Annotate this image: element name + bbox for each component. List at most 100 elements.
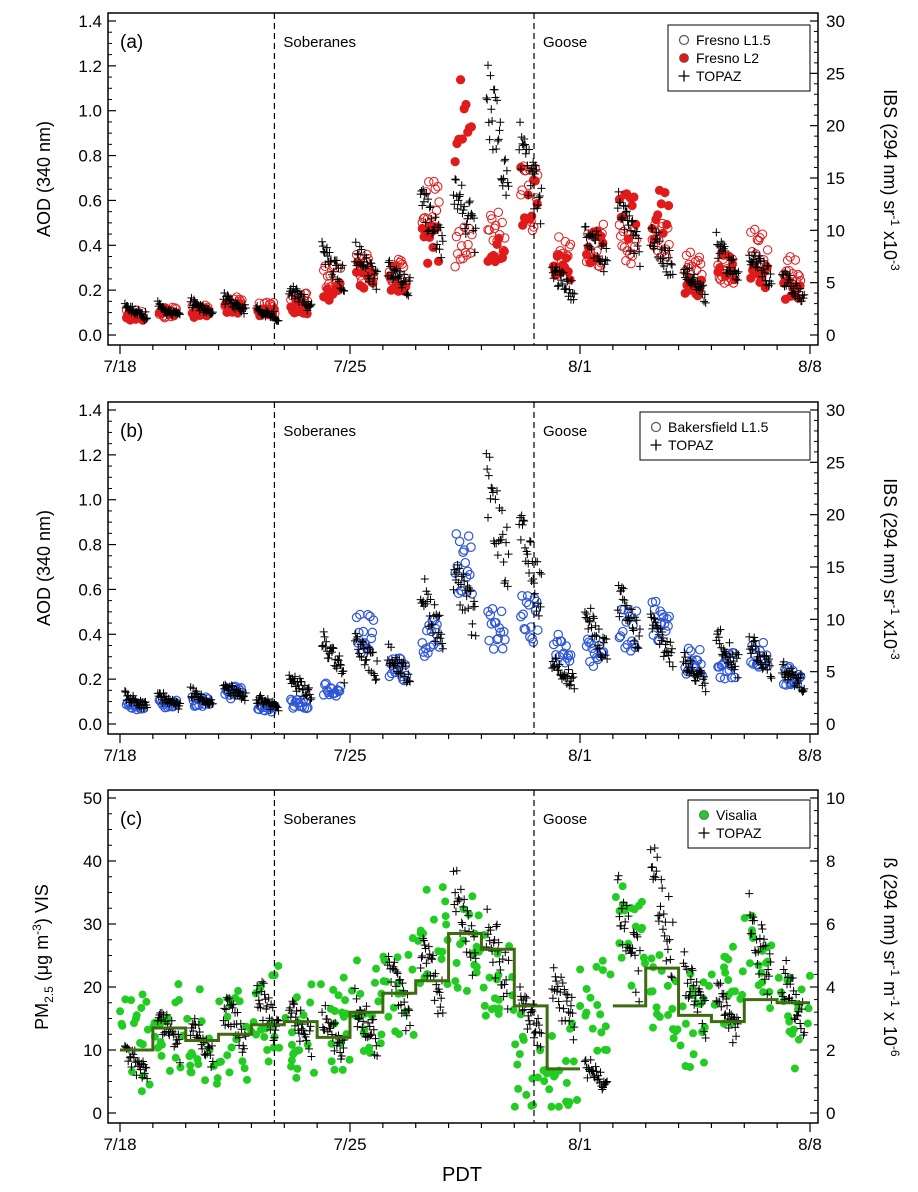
topaz-point bbox=[436, 223, 445, 232]
topaz-point bbox=[323, 1015, 331, 1024]
topaz-point bbox=[451, 175, 460, 184]
topaz-point bbox=[329, 644, 338, 653]
topaz-point bbox=[304, 683, 313, 692]
topaz-point bbox=[307, 1052, 316, 1061]
y2-tick-label: 8 bbox=[826, 852, 835, 871]
topaz-point bbox=[602, 1078, 611, 1087]
topaz-point bbox=[750, 636, 759, 645]
topaz-point bbox=[228, 1003, 237, 1012]
visalia-point bbox=[137, 1003, 146, 1012]
topaz-point bbox=[286, 1003, 295, 1012]
topaz-point bbox=[493, 136, 502, 145]
visalia-point bbox=[303, 1040, 312, 1049]
topaz-point bbox=[488, 484, 497, 493]
visalia-point bbox=[215, 997, 224, 1006]
topaz-point bbox=[580, 608, 589, 617]
topaz-point bbox=[470, 214, 479, 223]
topaz-point bbox=[658, 884, 667, 893]
bakersfield-point bbox=[522, 591, 533, 601]
topaz-point bbox=[760, 975, 769, 984]
topaz-point bbox=[271, 1026, 280, 1035]
fresno-l15-point bbox=[434, 197, 444, 207]
topaz-point bbox=[796, 284, 805, 293]
topaz-point bbox=[451, 888, 460, 897]
topaz-point bbox=[628, 216, 637, 225]
topaz-point bbox=[614, 581, 623, 590]
topaz-point bbox=[666, 638, 675, 647]
topaz-point bbox=[701, 298, 710, 307]
bakersfield-point bbox=[519, 623, 530, 634]
legend-marker-fresno-l2 bbox=[679, 53, 689, 63]
topaz-point bbox=[585, 616, 594, 625]
fresno-l2-point bbox=[494, 233, 504, 243]
topaz-point bbox=[497, 176, 506, 185]
topaz-point bbox=[221, 1005, 230, 1014]
topaz-point bbox=[751, 642, 760, 651]
topaz-point bbox=[290, 294, 299, 303]
topaz-point bbox=[484, 118, 493, 127]
topaz-point bbox=[525, 145, 534, 154]
topaz-point bbox=[458, 209, 467, 218]
topaz-point bbox=[461, 586, 470, 595]
fresno-l15-point bbox=[790, 255, 801, 265]
topaz-point bbox=[419, 934, 428, 943]
topaz-point bbox=[259, 979, 268, 988]
topaz-point bbox=[301, 1032, 310, 1041]
topaz-point bbox=[453, 204, 462, 213]
topaz-point bbox=[304, 685, 313, 694]
topaz-point bbox=[226, 1022, 235, 1031]
topaz-point bbox=[749, 637, 758, 646]
topaz-point bbox=[318, 237, 327, 246]
topaz-point bbox=[455, 564, 464, 573]
y-tick-label: 1.2 bbox=[78, 446, 102, 465]
topaz-point bbox=[325, 248, 334, 257]
topaz-point bbox=[426, 971, 435, 980]
topaz-point bbox=[734, 267, 743, 276]
topaz-point bbox=[354, 1015, 363, 1023]
topaz-point bbox=[594, 1075, 603, 1084]
topaz-point bbox=[714, 254, 722, 263]
topaz-point bbox=[751, 262, 760, 271]
topaz-point bbox=[285, 671, 294, 680]
topaz-point bbox=[504, 182, 513, 191]
visalia-point bbox=[223, 1051, 232, 1060]
topaz-point bbox=[326, 1024, 335, 1033]
topaz-point bbox=[659, 910, 668, 919]
topaz-point bbox=[557, 973, 566, 982]
topaz-point bbox=[720, 1011, 729, 1020]
visalia-point bbox=[805, 971, 814, 980]
visalia-point bbox=[588, 1024, 597, 1033]
topaz-point bbox=[305, 690, 314, 699]
bakersfield-point bbox=[296, 697, 306, 708]
visalia-point bbox=[617, 953, 626, 962]
visalia-point bbox=[143, 1025, 152, 1034]
topaz-point bbox=[593, 252, 602, 261]
topaz-point bbox=[350, 636, 359, 645]
topaz-point bbox=[389, 661, 398, 670]
topaz-point bbox=[292, 1006, 301, 1015]
topaz-point bbox=[782, 956, 791, 965]
bakersfield-point bbox=[493, 633, 503, 644]
event-label: Soberanes bbox=[283, 423, 356, 440]
topaz-point bbox=[760, 935, 768, 944]
topaz-point bbox=[419, 197, 428, 206]
topaz-point bbox=[418, 952, 427, 961]
topaz-point bbox=[665, 246, 674, 255]
visalia-point bbox=[468, 892, 477, 901]
bakersfield-point bbox=[649, 604, 660, 614]
topaz-point bbox=[555, 660, 564, 669]
bakersfield-point bbox=[716, 660, 727, 671]
fresno-l15-point bbox=[616, 231, 626, 241]
topaz-point bbox=[745, 889, 754, 898]
topaz-point bbox=[264, 993, 273, 1002]
topaz-point bbox=[438, 237, 447, 246]
topaz-point bbox=[519, 141, 528, 150]
topaz-point bbox=[470, 948, 479, 957]
topaz-point bbox=[525, 568, 534, 577]
visalia-point bbox=[451, 977, 460, 986]
topaz-point bbox=[492, 145, 501, 154]
topaz-point bbox=[433, 240, 442, 249]
topaz-point bbox=[198, 301, 207, 310]
visalia-point bbox=[598, 956, 607, 965]
topaz-point bbox=[321, 1001, 330, 1010]
